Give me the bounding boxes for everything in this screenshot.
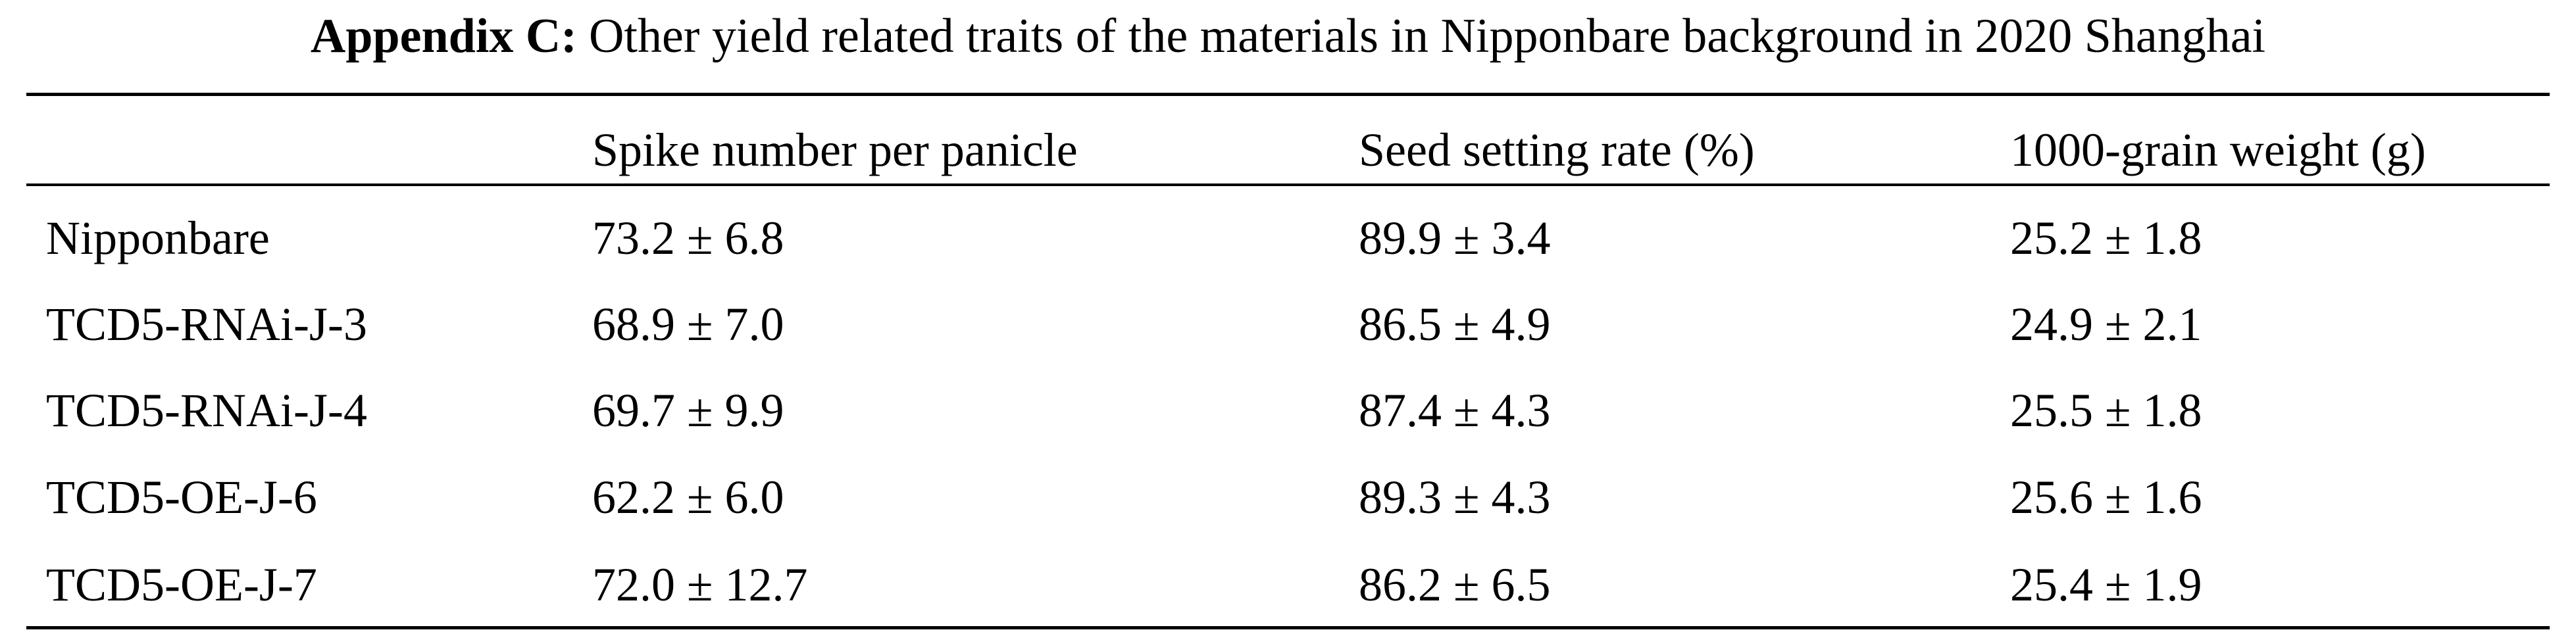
cell: 73.2 ± 6.8: [592, 212, 784, 264]
cell: 87.4 ± 4.3: [1359, 384, 1551, 437]
title-text: Other yield related traits of the materi…: [588, 9, 2266, 63]
cell: 86.2 ± 6.5: [1359, 558, 1551, 611]
cell: 24.9 ± 2.1: [2010, 298, 2202, 351]
cell: 72.0 ± 12.7: [592, 558, 808, 611]
cell: 69.7 ± 9.9: [592, 384, 784, 437]
title-label: Appendix C:: [310, 9, 577, 63]
column-header: Seed setting rate (%): [1359, 124, 1755, 176]
cell: 68.9 ± 7.0: [592, 298, 784, 351]
row-label: TCD5-OE-J-7: [46, 558, 317, 611]
row-label: Nipponbare: [46, 212, 270, 264]
cell: 25.4 ± 1.9: [2010, 558, 2202, 611]
cell: 89.3 ± 4.3: [1359, 471, 1551, 524]
cell: 86.5 ± 4.9: [1359, 298, 1551, 351]
cell: 62.2 ± 6.0: [592, 471, 784, 524]
header-rule: [26, 183, 2550, 186]
title: Appendix C: Other yield related traits of…: [0, 12, 2576, 61]
top-rule: [26, 93, 2550, 96]
row-label: TCD5-RNAi-J-3: [46, 298, 367, 351]
cell: 25.5 ± 1.8: [2010, 384, 2202, 437]
column-header: Spike number per panicle: [592, 124, 1078, 176]
cell: 25.6 ± 1.6: [2010, 471, 2202, 524]
cell: 25.2 ± 1.8: [2010, 212, 2202, 264]
column-header: 1000-grain weight (g): [2010, 124, 2426, 176]
bottom-rule: [26, 626, 2550, 629]
row-label: TCD5-RNAi-J-4: [46, 384, 367, 437]
row-label: TCD5-OE-J-6: [46, 471, 317, 524]
cell: 89.9 ± 3.4: [1359, 212, 1551, 264]
